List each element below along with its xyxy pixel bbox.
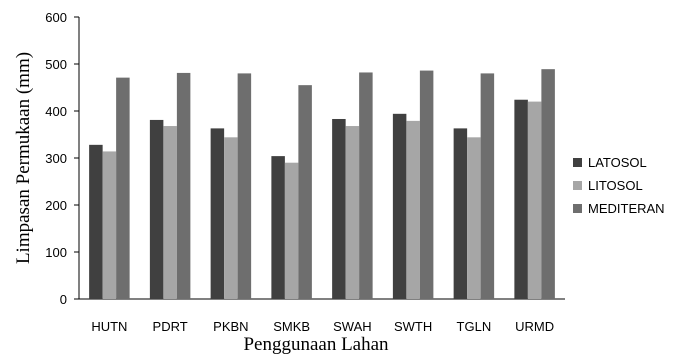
bar-litosol-swth — [406, 120, 420, 300]
x-axis-title: Penggunaan Lahan — [243, 334, 389, 355]
x-axis-ticks: HUTN PDRT PKBN SMKB SWAH SWTH TGLN URMD — [91, 319, 554, 334]
bar-litosol-swah — [345, 126, 360, 299]
legend-label-latosol: LATOSOL — [588, 155, 647, 170]
y-axis-title: Limpasan Permukaan (mm) — [13, 52, 34, 264]
y-tick-label: 400 — [45, 104, 67, 119]
bar-mediteran-hutn — [116, 77, 130, 299]
bar-latosol-urmd — [514, 99, 528, 299]
legend-label-litosol: LITOSOL — [588, 178, 643, 193]
bar-mediteran-pkbn — [237, 73, 252, 300]
x-tick-label: TGLN — [457, 319, 492, 334]
bar-latosol-smkb — [271, 156, 285, 299]
bar-mediteran-tgln — [480, 73, 495, 300]
bar-litosol-pdrt — [163, 126, 177, 299]
x-tick-label: SWAH — [333, 319, 372, 334]
bar-latosol-swth — [392, 113, 407, 299]
x-tick-label: URMD — [515, 319, 554, 334]
x-tick-label: SMKB — [273, 319, 310, 334]
bar-litosol-hutn — [102, 151, 117, 299]
bar-mediteran-swah — [359, 72, 373, 300]
bar-litosol-tgln — [467, 137, 481, 299]
legend-swatch-mediteran — [573, 204, 582, 213]
bar-latosol-pkbn — [210, 128, 225, 299]
bar-latosol-hutn — [89, 144, 103, 299]
y-tick-label: 200 — [45, 198, 67, 213]
y-tick-label: 100 — [45, 245, 67, 260]
legend-swatch-litosol — [573, 181, 582, 190]
y-tick-label: 0 — [60, 292, 67, 307]
bar-mediteran-swth — [419, 70, 434, 299]
bar-latosol-pdrt — [149, 119, 164, 300]
x-tick-label: PKBN — [213, 319, 248, 334]
y-tick-label: 500 — [45, 57, 67, 72]
y-axis-ticks: 0 100 200 300 400 500 600 — [45, 10, 79, 307]
legend-swatch-latosol — [573, 158, 582, 167]
bar-litosol-smkb — [284, 162, 299, 299]
x-tick-label: SWTH — [394, 319, 432, 334]
bar-litosol-urmd — [527, 101, 542, 299]
bar-litosol-pkbn — [224, 137, 238, 299]
bar-mediteran-pdrt — [176, 72, 191, 300]
bar-mediteran-urmd — [541, 69, 555, 299]
legend-label-mediteran: MEDITERAN — [588, 201, 665, 216]
y-tick-label: 600 — [45, 10, 67, 25]
x-tick-label: PDRT — [153, 319, 188, 334]
x-tick-label: HUTN — [91, 319, 127, 334]
bar-mediteran-smkb — [298, 85, 312, 300]
legend: LATOSOL LITOSOL MEDITERAN — [573, 155, 665, 216]
bar-latosol-swah — [332, 118, 346, 300]
y-tick-label: 300 — [45, 151, 67, 166]
bar-latosol-tgln — [453, 128, 468, 299]
bars — [89, 69, 555, 300]
